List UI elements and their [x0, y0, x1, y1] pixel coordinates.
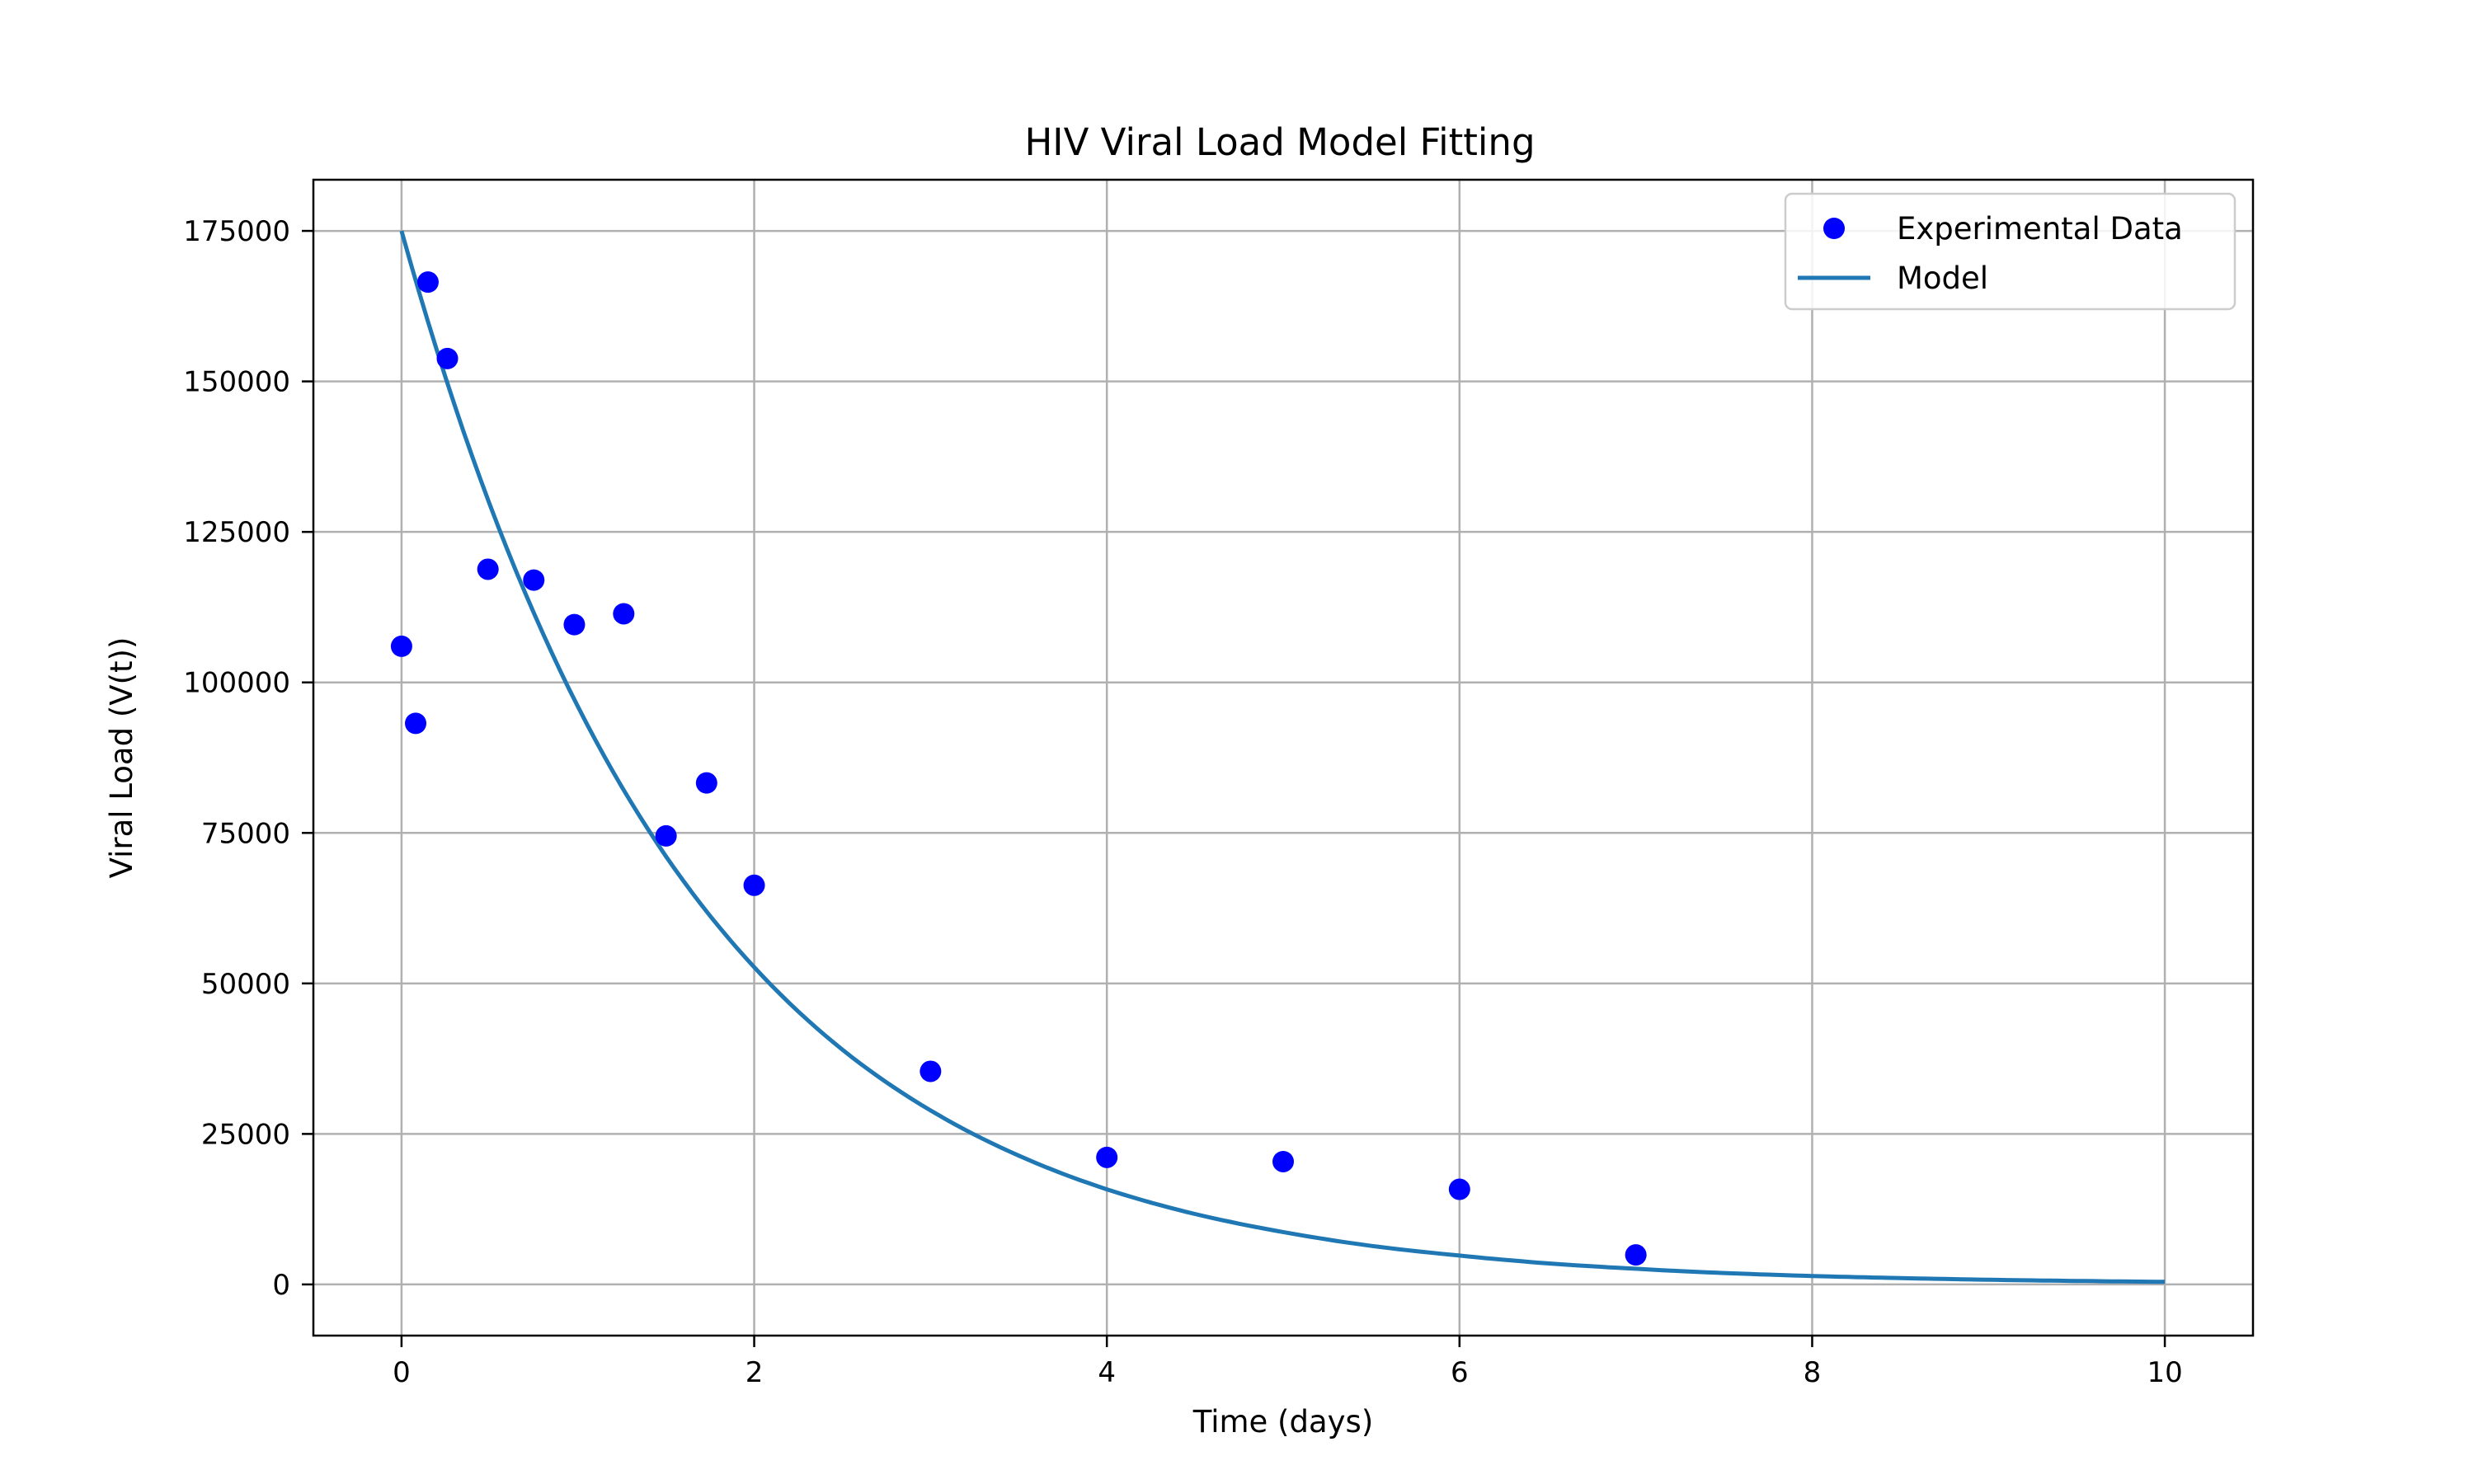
- plot-area-frame: [312, 178, 2255, 1337]
- legend-label-model: Model: [1897, 261, 1988, 296]
- y-tick-label: 175000: [183, 215, 290, 248]
- legend-frame: [1784, 192, 2236, 311]
- y-tick-label: 75000: [201, 817, 290, 850]
- data-point: [523, 569, 545, 591]
- data-point: [405, 712, 427, 735]
- y-tick-label: 25000: [201, 1118, 290, 1151]
- model-series: [399, 230, 2166, 1284]
- grid: [313, 180, 2253, 1336]
- x-tick-label: 8: [1804, 1356, 1822, 1389]
- y-tick-label: 50000: [201, 968, 290, 1001]
- x-tick-label: 10: [2147, 1356, 2182, 1389]
- y-tick-label: 100000: [183, 667, 290, 700]
- data-point: [563, 613, 586, 636]
- data-point: [477, 558, 499, 580]
- data-point: [655, 824, 677, 847]
- legend: Experimental Data Model: [1784, 192, 2236, 311]
- data-point: [416, 271, 439, 294]
- data-point: [743, 874, 765, 896]
- data-point: [613, 603, 635, 625]
- y-tick-label: 0: [272, 1269, 290, 1302]
- x-tick-label: 0: [393, 1356, 411, 1389]
- data-point: [436, 347, 459, 369]
- y-axis-label: Viral Load (V(t)): [104, 637, 139, 879]
- chart-title: HIV Viral Load Model Fitting: [1024, 120, 1535, 164]
- x-tick-label: 2: [745, 1356, 764, 1389]
- y-tick-label: 125000: [183, 516, 290, 549]
- legend-label-experimental-data: Experimental Data: [1897, 211, 2183, 247]
- y-axis: 0 25000 50000 75000 100000 125000 150000 175000: [183, 215, 313, 1302]
- x-axis-label: Time (days): [1192, 1404, 1374, 1439]
- legend-marker-experimental-data: [1823, 218, 1845, 239]
- x-tick-label: 6: [1451, 1356, 1469, 1389]
- x-tick-label: 4: [1098, 1356, 1116, 1389]
- x-axis: 0 2 4 6 8 10: [393, 1336, 2183, 1389]
- data-point: [1448, 1178, 1470, 1200]
- y-tick-label: 150000: [183, 366, 290, 399]
- data-point: [1272, 1150, 1294, 1172]
- data-point: [695, 772, 717, 794]
- data-point: [920, 1060, 942, 1082]
- experimental-data-series: [390, 271, 1647, 1266]
- model-line: [399, 230, 2166, 1284]
- data-point: [390, 635, 412, 657]
- data-point: [1625, 1244, 1647, 1266]
- data-point: [1096, 1146, 1118, 1168]
